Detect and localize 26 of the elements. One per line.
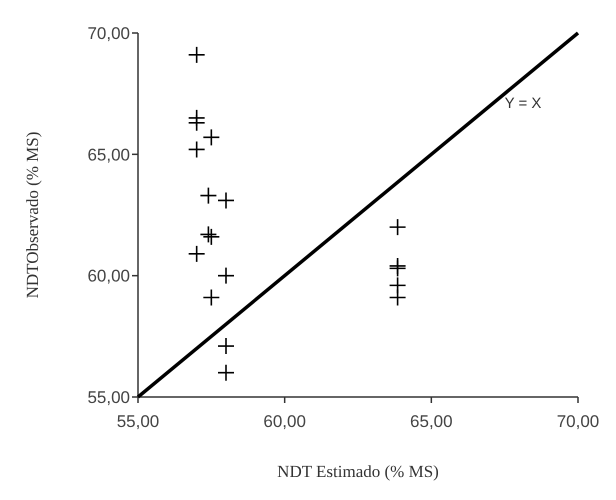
x-tick-label: 65,00 (410, 412, 453, 431)
y-tick-label: 60,00 (87, 266, 130, 286)
point (202, 288, 220, 306)
point (388, 288, 406, 306)
point (188, 114, 206, 132)
point (202, 228, 220, 246)
point (217, 364, 235, 382)
point (217, 192, 235, 210)
y-tick-label: 55,00 (87, 388, 130, 407)
y-tick-label: 65,00 (87, 145, 130, 164)
point (188, 46, 206, 64)
x-axis-title: NDT Estimado (% MS) (277, 462, 439, 481)
x-tick-label: 70,00 (556, 412, 600, 431)
series-label: Y = X (504, 95, 542, 112)
y-tick-label: 70,00 (87, 24, 130, 43)
point (388, 218, 406, 236)
point (188, 245, 206, 263)
x-tick-label: 60,00 (263, 412, 306, 431)
point (188, 140, 206, 158)
point (200, 186, 218, 204)
y-axis-title: NDTObservado (% MS) (23, 132, 42, 298)
point (217, 266, 235, 284)
point (202, 128, 220, 146)
x-tick-label: 55,00 (116, 412, 160, 431)
point (217, 337, 235, 355)
point (200, 226, 218, 244)
